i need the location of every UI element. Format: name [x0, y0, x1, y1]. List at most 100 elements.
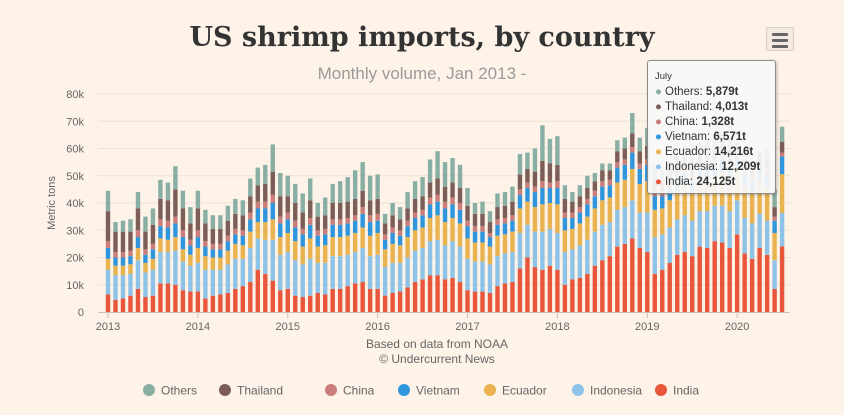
bar-segment-others — [585, 175, 590, 189]
bar-segment-ecuador — [615, 182, 620, 210]
bar-segment-thailand — [315, 216, 320, 231]
bar-segment-india — [562, 284, 568, 312]
bar-segment-vietnam — [248, 219, 253, 232]
bar-segment-others — [210, 215, 216, 229]
bar-segment-others — [532, 148, 538, 172]
bar-segment-china — [517, 189, 523, 195]
bar-segment-vietnam — [652, 196, 657, 210]
chart-menu-button[interactable] — [766, 27, 794, 51]
bar-segment-others — [622, 137, 628, 149]
bar-segment-thailand — [367, 200, 373, 216]
bar-segment-ecuador — [532, 207, 538, 232]
bar-segment-vietnam — [240, 235, 246, 246]
bar-segment-china — [412, 212, 418, 218]
bar-segment-indonesia — [435, 239, 440, 276]
bar-segment-vietnam — [547, 188, 553, 203]
legend-item-others[interactable]: Others — [161, 384, 197, 398]
bar-segment-india — [540, 269, 545, 312]
bar-segment-thailand — [622, 148, 628, 160]
bar-segment-indonesia — [300, 264, 305, 298]
bar-segment-indonesia — [510, 252, 515, 283]
bar-segment-vietnam — [540, 188, 545, 205]
bar-segment-china — [592, 190, 598, 197]
bar-segment-ecuador — [390, 243, 395, 263]
x-tick-label: 2018 — [545, 321, 569, 333]
bar-segment-vietnam — [555, 188, 560, 205]
bar-segment-others — [360, 162, 365, 191]
bar-segment-others — [180, 190, 186, 209]
bar-segment-indonesia — [562, 252, 568, 285]
series-dot-icon: ● — [655, 161, 662, 173]
bar-segment-others — [165, 182, 171, 201]
bar-segment-india — [218, 294, 223, 312]
bar-segment-indonesia — [150, 269, 156, 296]
bar-segment-thailand — [427, 182, 433, 198]
tooltip-series-value: 6,571t — [713, 131, 746, 143]
bar-segment-vietnam — [330, 224, 335, 238]
bar-segment-others — [562, 185, 568, 199]
bar-segment-india — [293, 295, 298, 312]
bar-segment-china — [397, 230, 403, 236]
legend-item-ecuador[interactable]: Ecuador — [502, 384, 547, 398]
bar-segment-china — [188, 239, 193, 246]
series-dot-icon: ● — [655, 116, 662, 128]
bar-segment-thailand — [345, 201, 350, 218]
bar-segment-vietnam — [120, 257, 126, 266]
bar-segment-others — [135, 192, 141, 209]
legend-item-india[interactable]: India — [673, 384, 699, 398]
bar-segment-ecuador — [308, 238, 313, 259]
bar-segment-india — [255, 269, 260, 312]
bar-segment-thailand — [442, 186, 448, 202]
bar-segment-china — [622, 159, 628, 165]
bar-segment-indonesia — [203, 269, 208, 299]
bar-segment-ecuador — [143, 262, 148, 273]
tooltip-series-name: Ecuador: — [665, 146, 715, 158]
tooltip-series-name: Indonesia: — [665, 161, 722, 173]
bar-segment-thailand — [450, 182, 455, 198]
bar-segment-china — [480, 226, 485, 232]
bar-segment-ecuador — [210, 257, 216, 270]
bar-segment-others — [487, 211, 493, 223]
bar-segment-india — [323, 294, 328, 312]
legend-item-china[interactable]: China — [343, 384, 375, 398]
bar-segment-others — [495, 193, 500, 208]
bar-segment-indonesia — [135, 260, 141, 289]
legend-item-thailand[interactable]: Thailand — [237, 384, 283, 398]
bar-segment-india — [420, 279, 425, 312]
bar-segment-indonesia — [337, 256, 343, 289]
tooltip-row: ● Indonesia: 12,209t — [655, 160, 775, 175]
bar-segment-china — [225, 235, 231, 242]
bar-segment-india — [675, 254, 680, 312]
bar-segment-indonesia — [502, 253, 508, 284]
x-tick-label: 2019 — [635, 321, 659, 333]
bar-segment-china — [173, 216, 178, 224]
bar-segment-indonesia — [690, 220, 695, 257]
legend-marker-india — [655, 384, 667, 396]
legend-item-vietnam[interactable]: Vietnam — [416, 384, 460, 398]
bar-segment-thailand — [233, 213, 238, 229]
legend-item-indonesia[interactable]: Indonesia — [590, 384, 642, 398]
bar-segment-thailand — [158, 198, 163, 220]
bar-segment-indonesia — [308, 258, 313, 296]
bar-segment-china — [375, 213, 380, 221]
bar-segment-others — [345, 177, 350, 202]
series-dot-icon: ● — [655, 101, 662, 113]
bar-segment-others — [779, 126, 785, 142]
bar-segment-china — [315, 230, 320, 236]
bar-segment-china — [113, 252, 118, 258]
bar-segment-indonesia — [630, 200, 635, 239]
bar-segment-ecuador — [570, 228, 575, 250]
bar-segment-china — [772, 216, 777, 221]
bar-segment-india — [502, 283, 508, 312]
bar-segment-ecuador — [113, 265, 118, 276]
bar-segment-others — [600, 163, 605, 171]
bar-segment-ecuador — [757, 181, 762, 214]
bar-segment-india — [555, 269, 560, 312]
bar-segment-indonesia — [173, 250, 178, 285]
bar-segment-others — [367, 175, 373, 201]
bar-segment-india — [510, 282, 515, 312]
bar-segment-vietnam — [315, 235, 320, 247]
bar-segment-vietnam — [180, 237, 186, 250]
bar-segment-india — [690, 256, 695, 312]
bar-segment-china — [465, 220, 470, 227]
